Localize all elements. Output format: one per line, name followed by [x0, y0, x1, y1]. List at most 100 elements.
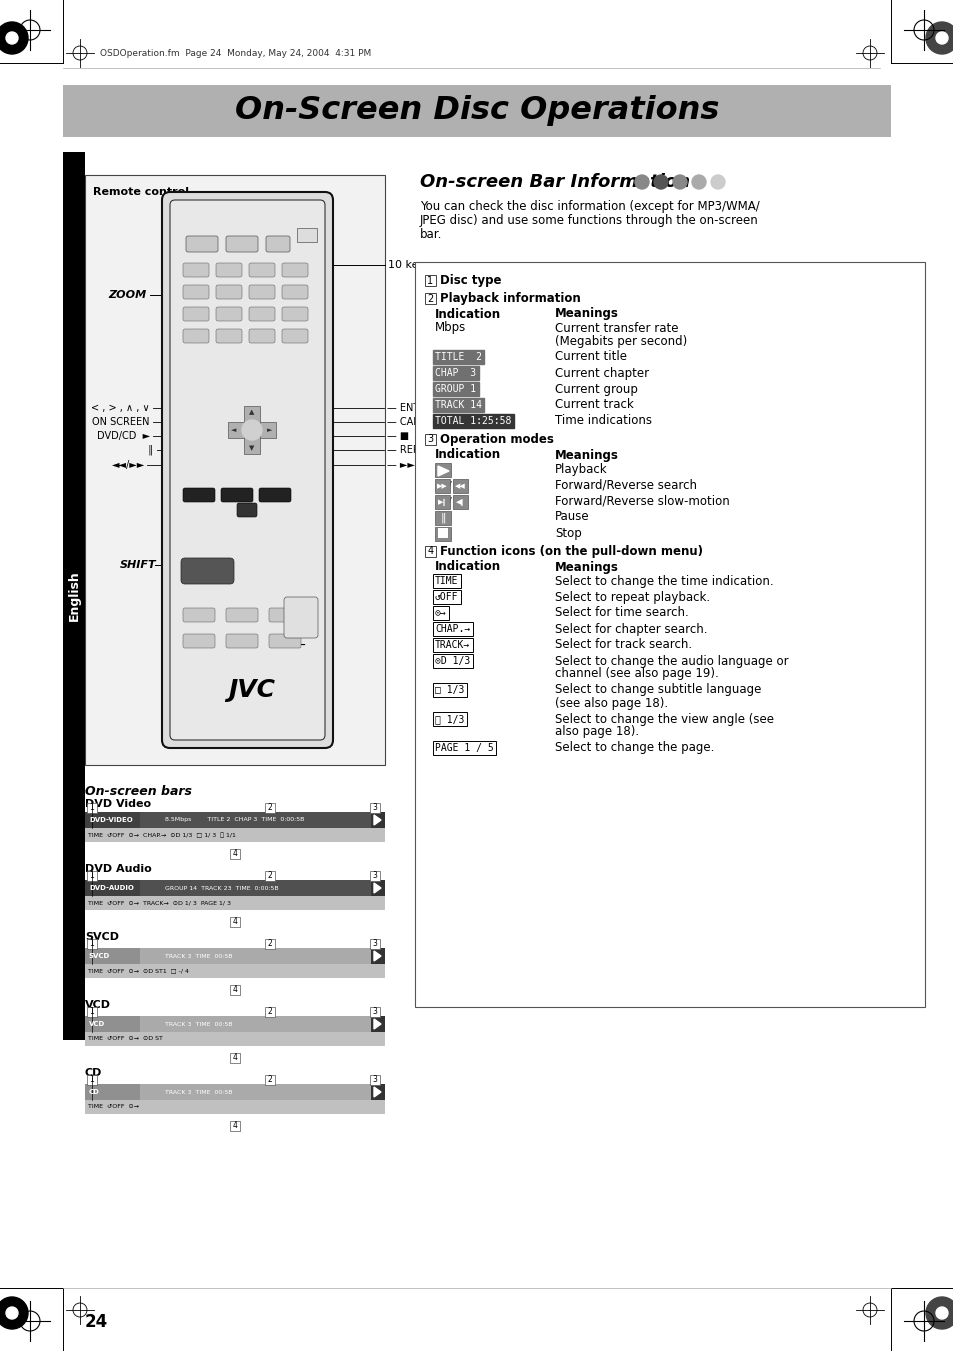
- Bar: [85, 1084, 385, 1100]
- Text: CHAP.→: CHAP.→: [435, 624, 470, 634]
- FancyBboxPatch shape: [282, 285, 308, 299]
- Text: DVD-VIDEO: DVD-VIDEO: [89, 817, 132, 823]
- Bar: [63, 85, 890, 136]
- Text: ▶‖: ▶‖: [437, 499, 446, 505]
- Text: ⊙→: ⊙→: [435, 608, 446, 617]
- Text: −: −: [295, 639, 306, 651]
- FancyBboxPatch shape: [181, 558, 233, 584]
- Circle shape: [925, 1297, 953, 1329]
- Text: 4: 4: [233, 917, 237, 927]
- Bar: [265, 802, 274, 813]
- Bar: [87, 802, 97, 813]
- Bar: [230, 917, 240, 927]
- Text: TRACK 14: TRACK 14: [435, 400, 481, 409]
- Text: 4: 4: [233, 985, 237, 994]
- Text: Select to change the view angle (see: Select to change the view angle (see: [555, 712, 773, 725]
- Text: also page 18).: also page 18).: [555, 725, 639, 739]
- Polygon shape: [374, 815, 380, 825]
- Bar: [87, 1006, 97, 1017]
- Text: On-Screen Disc Operations: On-Screen Disc Operations: [234, 96, 719, 127]
- Text: 24: 24: [85, 1313, 108, 1331]
- Text: < , > , ∧ , ∨: < , > , ∧ , ∨: [91, 403, 150, 413]
- Text: 2: 2: [427, 293, 434, 304]
- Text: 2: 2: [268, 1075, 273, 1085]
- FancyBboxPatch shape: [183, 263, 209, 277]
- Bar: [370, 1075, 379, 1085]
- Text: ZOOM: ZOOM: [108, 290, 146, 300]
- Bar: [415, 262, 924, 1006]
- Text: 4: 4: [233, 850, 237, 858]
- Bar: [296, 228, 316, 242]
- Bar: [435, 480, 450, 493]
- Text: — REPEAT: — REPEAT: [387, 444, 436, 455]
- Text: 8.5Mbps        TITLE 2  CHAP 3  TIME  0:00:5B: 8.5Mbps TITLE 2 CHAP 3 TIME 0:00:5B: [165, 817, 304, 823]
- Bar: [435, 494, 450, 509]
- FancyBboxPatch shape: [226, 634, 257, 648]
- Circle shape: [691, 176, 705, 189]
- Circle shape: [710, 176, 724, 189]
- Text: ◄◄/►►: ◄◄/►►: [112, 459, 145, 470]
- Text: TIME  ↺OFF  ⊙→  ⊙D ST1  □ -/ 4: TIME ↺OFF ⊙→ ⊙D ST1 □ -/ 4: [88, 969, 189, 974]
- Text: Playback: Playback: [555, 462, 607, 476]
- Text: Disc type: Disc type: [439, 274, 501, 286]
- Polygon shape: [374, 1088, 380, 1097]
- Text: VCD: VCD: [89, 1021, 105, 1027]
- FancyBboxPatch shape: [183, 330, 209, 343]
- Text: Forward/Reverse slow-motion: Forward/Reverse slow-motion: [555, 494, 729, 508]
- Bar: [63, 153, 85, 1040]
- Text: GROUP 14  TRACK 23  TIME  0:00:5B: GROUP 14 TRACK 23 TIME 0:00:5B: [165, 885, 278, 890]
- Bar: [265, 871, 274, 881]
- Text: 🎬 1/3: 🎬 1/3: [435, 713, 464, 724]
- Polygon shape: [374, 1019, 380, 1029]
- Text: 1: 1: [90, 1075, 94, 1085]
- Bar: [371, 1084, 385, 1100]
- Bar: [85, 176, 385, 765]
- Text: Current group: Current group: [555, 382, 638, 396]
- Text: DVD-AUDIO: DVD-AUDIO: [89, 885, 133, 892]
- FancyBboxPatch shape: [282, 330, 308, 343]
- Text: Select for chapter search.: Select for chapter search.: [555, 623, 707, 635]
- Bar: [85, 948, 140, 965]
- Text: Current chapter: Current chapter: [555, 366, 648, 380]
- Circle shape: [635, 176, 648, 189]
- FancyBboxPatch shape: [269, 634, 301, 648]
- Text: □ 1/3: □ 1/3: [435, 685, 464, 694]
- Bar: [370, 871, 379, 881]
- FancyBboxPatch shape: [186, 236, 218, 253]
- Text: SVCD: SVCD: [85, 932, 119, 942]
- Text: +: +: [295, 613, 306, 627]
- Bar: [85, 880, 385, 896]
- Bar: [85, 948, 385, 965]
- Text: TIME  ↺OFF  ⊙→  CHAP.→  ⊙D 1/3  □ 1/ 3  🎬 1/1: TIME ↺OFF ⊙→ CHAP.→ ⊙D 1/3 □ 1/ 3 🎬 1/1: [88, 832, 235, 838]
- FancyBboxPatch shape: [183, 634, 214, 648]
- Text: Select to change the page.: Select to change the page.: [555, 742, 714, 754]
- Text: Indication: Indication: [435, 449, 500, 462]
- FancyBboxPatch shape: [249, 307, 274, 322]
- Text: ◀◀: ◀◀: [455, 484, 465, 489]
- Text: TIME  ↺OFF  ⊙→: TIME ↺OFF ⊙→: [88, 1105, 139, 1109]
- Text: 1: 1: [427, 276, 433, 285]
- Bar: [424, 276, 436, 286]
- Bar: [85, 880, 140, 896]
- Text: On-screen bars: On-screen bars: [85, 785, 192, 798]
- Text: Remote control: Remote control: [92, 186, 189, 197]
- Text: Select for time search.: Select for time search.: [555, 607, 688, 620]
- Text: DVD/CD  ►: DVD/CD ►: [97, 431, 150, 440]
- Text: 1: 1: [90, 939, 94, 948]
- Text: Meanings: Meanings: [555, 449, 618, 462]
- Text: Function icons (on the pull-down menu): Function icons (on the pull-down menu): [439, 544, 702, 558]
- Circle shape: [0, 1297, 28, 1329]
- Bar: [424, 434, 436, 444]
- Text: Select for track search.: Select for track search.: [555, 639, 691, 651]
- Bar: [85, 828, 385, 842]
- Text: 1: 1: [90, 871, 94, 881]
- Bar: [265, 939, 274, 948]
- FancyBboxPatch shape: [249, 330, 274, 343]
- Text: 2: 2: [268, 804, 273, 812]
- FancyBboxPatch shape: [170, 200, 325, 740]
- Bar: [85, 1016, 385, 1032]
- Bar: [244, 407, 260, 454]
- Text: — ENTER: — ENTER: [387, 403, 432, 413]
- Circle shape: [242, 420, 262, 440]
- Text: Time indications: Time indications: [555, 415, 651, 427]
